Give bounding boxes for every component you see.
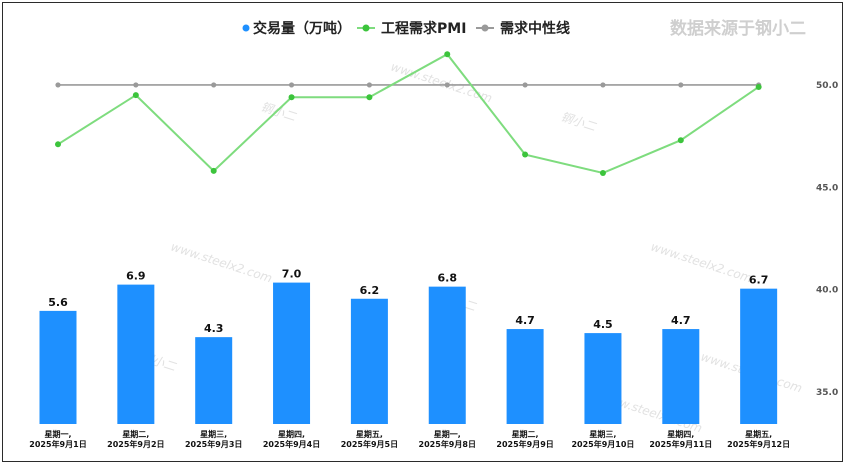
pmi-point (522, 151, 529, 158)
pmi-line (57, 52, 760, 175)
midline-point (288, 82, 295, 88)
legend-item-midline: 需求中性线 (476, 20, 570, 37)
legend-label-pmi: 工程需求PMI (381, 20, 466, 37)
volume-bar-labels: 5.6 6.9 4.3 7.0 6.2 6.8 4.7 4.5 4.7 6.7 (48, 268, 768, 336)
volume-bars (39, 282, 778, 424)
x-tick-label-date: 2025年9月1日 (29, 439, 86, 449)
legend-marker-midline (481, 24, 489, 32)
watermark: www.steelx2.com (389, 60, 494, 106)
y-tick-label: 50.0 (816, 81, 838, 91)
legend: 交易量（万吨） 工程需求PMI 需求中性线 (242, 20, 570, 37)
volume-bar (740, 288, 778, 424)
midline-point (678, 82, 684, 88)
x-tick-label-weekday: 星期一, (44, 429, 71, 439)
pmi-point (755, 83, 762, 90)
volume-data-label: 7.0 (282, 268, 302, 281)
volume-data-label: 6.2 (360, 284, 380, 297)
midline-point (366, 82, 372, 88)
y-tick-label: 40.0 (816, 286, 838, 296)
x-axis: 星期一,2025年9月1日星期二,2025年9月2日星期三,2025年9月3日星… (29, 429, 790, 449)
x-tick-label-date: 2025年9月2日 (107, 439, 164, 449)
x-tick-label-weekday: 星期四, (278, 429, 305, 439)
legend-label-midline: 需求中性线 (500, 20, 570, 37)
x-tick-label-date: 2025年9月8日 (419, 439, 476, 449)
pmi-point (677, 137, 684, 144)
x-tick-label-date: 2025年9月9日 (496, 439, 553, 449)
volume-data-label: 4.3 (204, 322, 224, 335)
midline-point (133, 82, 139, 88)
legend-item-volume: 交易量（万吨） (242, 20, 351, 37)
x-tick-label-date: 2025年9月10日 (571, 439, 634, 449)
volume-data-label: 6.8 (438, 272, 458, 285)
watermark-layer: www.steelx2.com 钢小二 www.steelx2.com 钢小二 www.… (139, 60, 804, 436)
midline-point (211, 82, 217, 88)
pmi-point (444, 51, 451, 58)
x-tick-label-weekday: 星期三, (200, 429, 227, 439)
x-tick-label-date: 2025年9月5日 (341, 439, 398, 449)
watermark: 钢小二 (559, 110, 599, 135)
volume-bar (428, 286, 466, 424)
source-note: 数据来源于钢小二 (670, 18, 806, 39)
volume-bar (506, 329, 544, 424)
x-tick-label-weekday: 星期五, (356, 429, 383, 439)
legend-marker-volume (242, 24, 250, 32)
x-tick-label-weekday: 星期四, (667, 429, 694, 439)
midline-point (522, 82, 528, 88)
legend-marker-pmi (362, 24, 370, 32)
volume-data-label: 4.7 (671, 314, 691, 327)
legend-label-volume: 交易量（万吨） (253, 20, 351, 37)
volume-data-label: 6.7 (749, 274, 769, 287)
volume-bar (117, 284, 155, 424)
watermark: www.steelx2.com (649, 240, 754, 286)
x-tick-label-date: 2025年9月4日 (263, 439, 320, 449)
midline-series (55, 82, 762, 88)
pmi-point (599, 169, 606, 176)
legend-item-pmi: 工程需求PMI (357, 20, 466, 37)
pmi-point (55, 141, 61, 148)
volume-bar (584, 333, 622, 424)
midline-point (55, 82, 61, 88)
pmi-point (366, 94, 373, 101)
x-tick-label-date: 2025年9月11日 (649, 439, 712, 449)
x-tick-label-weekday: 星期一, (434, 429, 461, 439)
x-tick-label-weekday: 星期三, (589, 429, 616, 439)
volume-data-label: 4.7 (515, 314, 535, 327)
volume-data-label: 6.9 (126, 270, 146, 283)
volume-bar (273, 282, 311, 424)
x-tick-label-weekday: 星期二, (512, 429, 539, 439)
midline-point (444, 82, 450, 88)
volume-bar (195, 337, 233, 424)
pmi-point (210, 167, 217, 174)
x-tick-label-date: 2025年9月12日 (727, 439, 790, 449)
y-tick-label: 35.0 (816, 388, 838, 398)
x-tick-label-weekday: 星期五, (745, 429, 772, 439)
midline-point (600, 82, 606, 88)
y-tick-label: 45.0 (816, 183, 838, 193)
pmi-point (288, 94, 295, 101)
watermark: www.steelx2.com (169, 240, 274, 286)
volume-bar (662, 329, 700, 424)
x-tick-label-date: 2025年9月3日 (185, 439, 242, 449)
volume-bar (39, 310, 77, 424)
x-tick-label-weekday: 星期二, (122, 429, 149, 439)
pmi-point (132, 92, 139, 99)
watermark: 钢小二 (259, 100, 299, 125)
volume-data-label: 5.6 (48, 296, 68, 309)
volume-bar (350, 298, 388, 424)
volume-data-label: 4.5 (593, 318, 613, 331)
pmi-series (55, 51, 762, 176)
y-axis-right: 50.0 45.0 40.0 35.0 (816, 81, 838, 398)
